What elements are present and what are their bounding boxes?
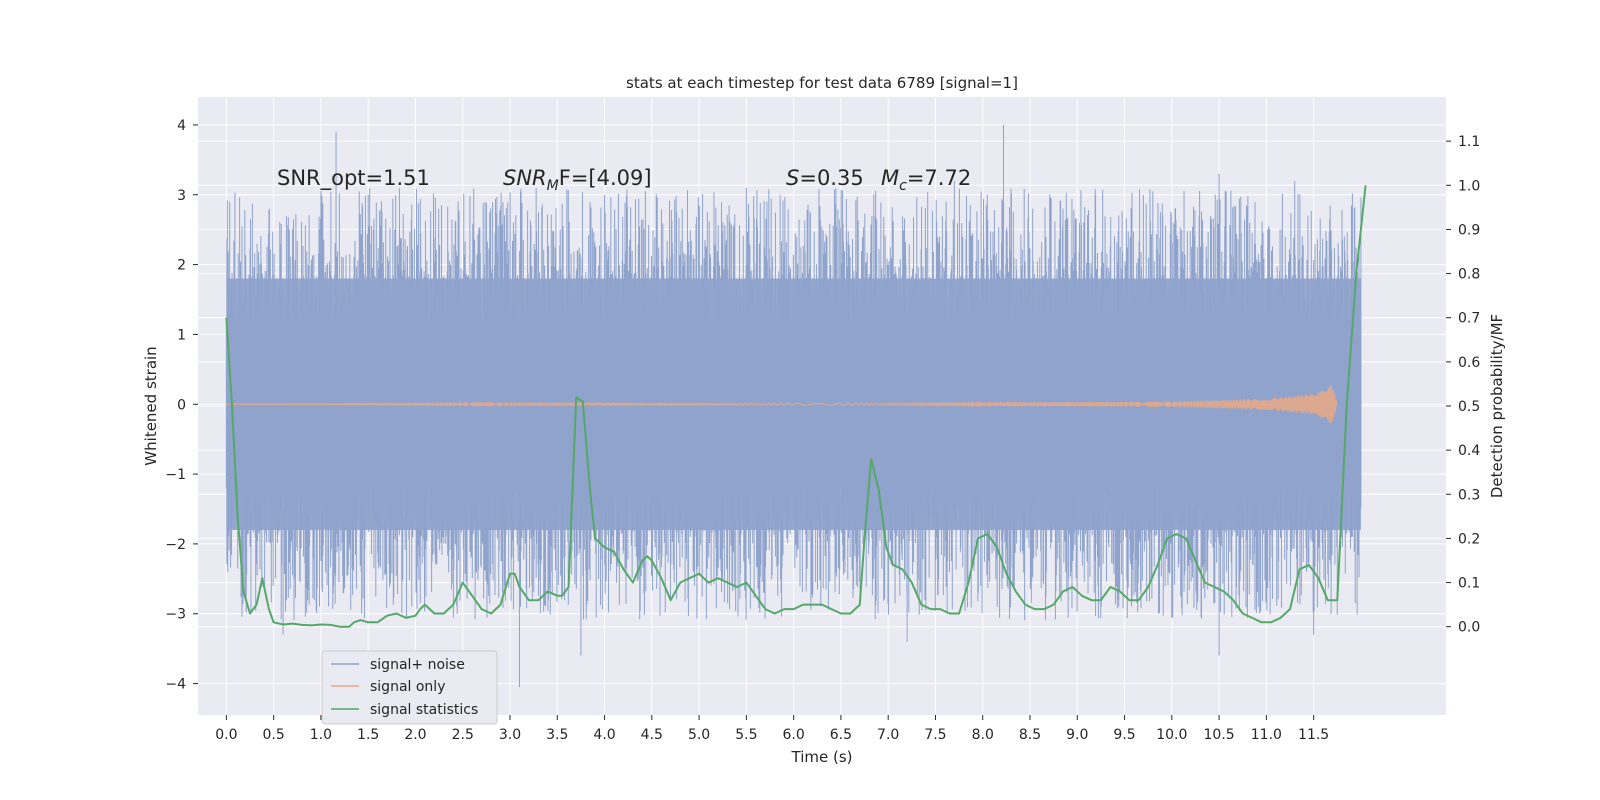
x-tick-label: 10.5 [1204,727,1235,743]
x-tick-label: 5.0 [688,727,710,743]
signal-statistics-line [225,185,1367,628]
y2-tick-label: 0.9 [1458,222,1480,238]
x-axis-ticks: 0.0 0.5 1.0 1.5 2.0 2.5 3.0 3.5 4.0 4.5 5.0 5.5 6.0 6… [215,715,1329,743]
x-tick-label: 11.0 [1251,727,1282,743]
x-tick-label: 10.0 [1156,727,1187,743]
y-tick-label: 4 [177,118,186,134]
annotation-mc-value: =7.72 [907,166,971,190]
x-tick-label: 4.0 [593,727,615,743]
signal-only-line [226,385,1338,424]
y-tick-label: −4 [165,677,186,693]
y-tick-label: −3 [165,607,186,623]
annotation-mc-sub: c [899,178,907,194]
y-axis-ticks: 4 3 2 1 0 −1 −2 −3 −4 [165,118,198,693]
y2-axis-label: Detection probability/MF [1488,314,1506,498]
y2-tick-label: 0.6 [1458,355,1480,371]
x-axis-label: Time (s) [791,748,853,766]
x-tick-label: 1.0 [310,727,332,743]
x-tick-label: 7.5 [924,727,946,743]
annotation-snr-opt: SNR_opt=1.51 [277,166,430,191]
legend-label-signal-noise: signal+ noise [370,657,465,673]
legend-label-signal-only: signal only [370,679,445,695]
y-tick-label: 3 [177,188,186,204]
annotation-snr-mf-label: SNR [503,166,547,190]
y-tick-label: −2 [165,537,186,553]
annotation-s-value: =0.35 [799,166,863,190]
legend-box [321,650,498,725]
annotation-mc: Mc=7.72 [881,166,971,194]
x-tick-label: 1.5 [357,727,379,743]
x-tick-label: 11.5 [1298,727,1329,743]
y-tick-label: 2 [177,258,186,274]
x-tick-label: 8.0 [972,727,994,743]
x-tick-label: 0.5 [263,727,285,743]
annotation-s-label: S [786,166,799,190]
x-tick-label: 9.5 [1113,727,1135,743]
annotation-s: S=0.35 [786,166,864,190]
y2-tick-label: 0.0 [1458,620,1480,636]
y2-tick-label: 0.8 [1458,267,1480,283]
y2-tick-label: 1.1 [1458,134,1480,150]
x-tick-label: 7.0 [877,727,899,743]
y-tick-label: 0 [177,397,186,413]
annotation-mc-label: M [881,166,899,190]
y-axis-label: Whitened strain [142,346,160,465]
annotation-snr-mf-sub: M [547,178,559,194]
y-tick-label: 1 [177,327,186,343]
y2-tick-label: 0.2 [1458,531,1480,547]
signal-statistics-series [225,185,1367,628]
x-tick-label: 3.0 [499,727,521,743]
chart-title: stats at each timestep for test data 678… [626,74,1018,92]
x-tick-label: 0.0 [215,727,237,743]
signal-only-series [226,385,1338,424]
annotation-snr-mf: SNRMF=[4.09] [503,166,652,194]
y2-tick-label: 0.4 [1458,443,1480,459]
y2-tick-label: 0.7 [1458,311,1480,327]
y2-tick-label: 0.5 [1458,399,1480,415]
x-tick-label: 2.0 [404,727,426,743]
x-tick-label: 3.5 [546,727,568,743]
x-tick-label: 2.5 [452,727,474,743]
y2-tick-label: 0.3 [1458,487,1480,503]
annotation-snr-mf-value: F=[4.09] [559,166,652,190]
x-tick-label: 4.5 [641,727,663,743]
x-tick-label: 6.0 [783,727,805,743]
x-tick-label: 9.0 [1066,727,1088,743]
y2-axis-ticks: 1.1 1.0 0.9 0.8 0.7 0.6 0.5 0.4 0.3 0.2 0.1 0.0 [1446,134,1480,636]
x-tick-label: 5.5 [735,727,757,743]
y2-tick-label: 1.0 [1458,178,1480,194]
y2-tick-label: 0.1 [1458,576,1480,592]
legend: signal+ noise signal only signal statist… [321,650,498,725]
y-tick-label: −1 [165,467,186,483]
legend-label-signal-statistics: signal statistics [370,702,478,718]
x-tick-label: 6.5 [830,727,852,743]
x-tick-label: 8.5 [1019,727,1041,743]
